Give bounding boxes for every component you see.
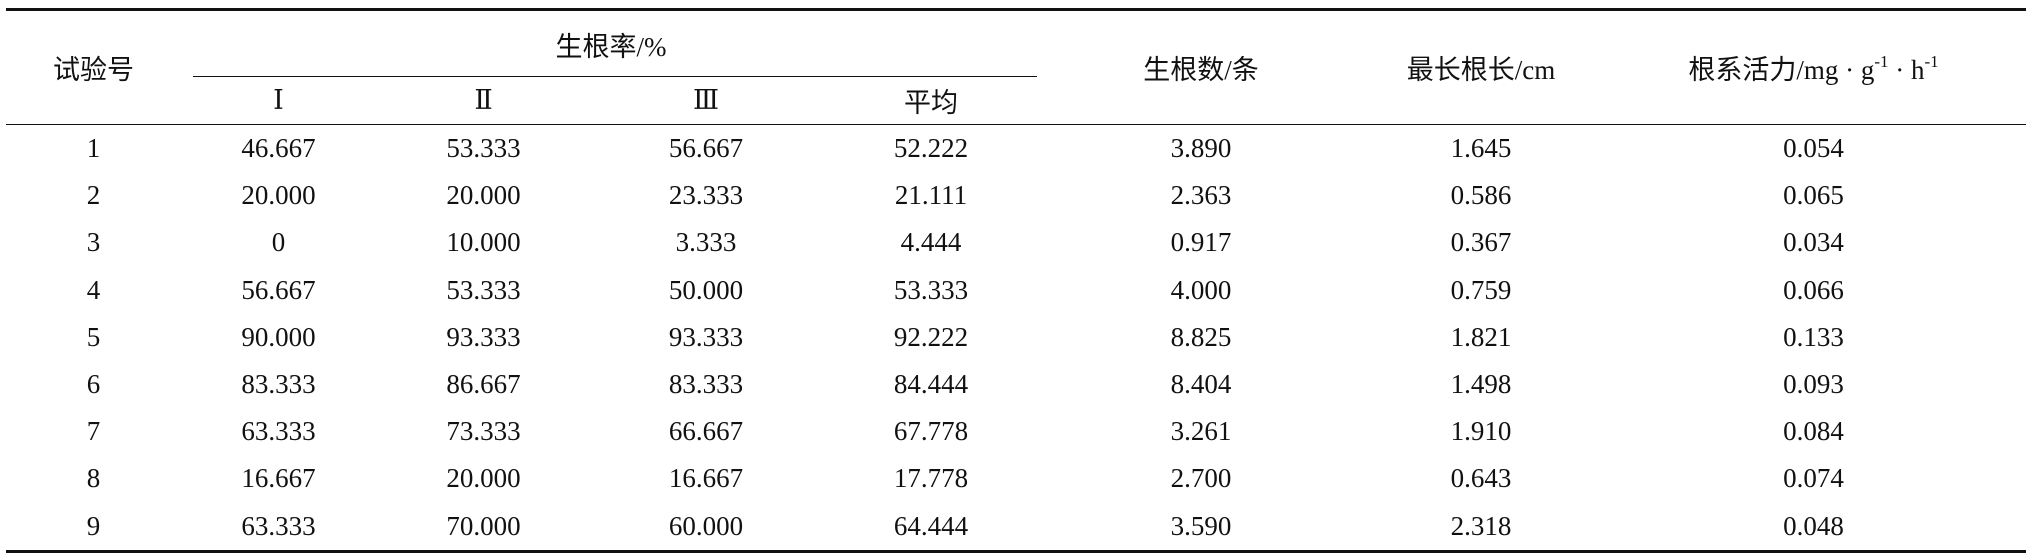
header-rep-1: Ⅰ — [181, 77, 376, 125]
cell-root-activity: 0.133 — [1783, 321, 1844, 352]
table-row: 2 20.000 20.000 23.333 21.111 2.363 0.586 0.065 — [6, 172, 2026, 219]
cell-root-count: 2.363 — [1170, 180, 1232, 211]
cell-longest-root: 2.318 — [1361, 502, 1601, 553]
table-body: 1 46.667 53.333 56.667 52.222 3.890 1.645 0.054… — [6, 125, 2026, 553]
root-activity-label: 根系活力/mg · g — [1688, 55, 1875, 85]
cell-rep-2: 20.000 — [446, 180, 521, 211]
superscript: -1 — [1924, 52, 1939, 71]
cell-rep-1: 63.333 — [241, 416, 316, 447]
cell-rep-3: 3.333 — [675, 227, 737, 258]
cell-root-count: 4.000 — [1170, 274, 1232, 305]
cell-mean: 17.778 — [893, 463, 969, 494]
table-row: 3 0 10.000 3.333 4.444 0.917 0.367 0.034 — [6, 219, 2026, 266]
cell-root-activity: 0.034 — [1783, 227, 1844, 258]
cell-longest-root: 0.643 — [1450, 463, 1512, 494]
cell-longest-root: 0.367 — [1450, 227, 1512, 258]
header-rep-3: Ⅲ — [591, 77, 821, 125]
cell-root-count: 8.404 — [1170, 369, 1232, 400]
cell-mean: 21.111 — [894, 180, 968, 211]
header-root-count: 生根数/条 — [1041, 8, 1361, 125]
cell-mean: 53.333 — [893, 274, 969, 305]
cell-trial: 9 — [6, 502, 181, 553]
cell-root-activity: 0.074 — [1783, 463, 1844, 494]
superscript: -1 — [1874, 52, 1889, 71]
cell-longest-root: 1.645 — [1450, 133, 1512, 164]
table-header: 试验号 生根率/% 生根数/条 最长根长/cm 根系活力/mg · g-1 · … — [6, 8, 2026, 125]
cell-rep-2: 93.333 — [446, 321, 521, 352]
cell-rep-3: 50.000 — [668, 274, 744, 305]
table-row: 7 63.333 73.333 66.667 67.778 3.261 1.910 0.084 — [6, 408, 2026, 455]
cell-mean: 84.444 — [893, 369, 969, 400]
cell-mean: 64.444 — [821, 502, 1041, 553]
cell-longest-root: 0.759 — [1450, 274, 1512, 305]
cell-rep-1: 16.667 — [241, 463, 316, 494]
cell-root-activity: 0.093 — [1783, 369, 1844, 400]
cell-rep-3: 66.667 — [668, 416, 744, 447]
cell-rep-2: 73.333 — [446, 416, 521, 447]
cell-rep-3: 93.333 — [668, 321, 744, 352]
cell-longest-root: 1.910 — [1450, 416, 1512, 447]
table-row: 5 90.000 93.333 93.333 92.222 8.825 1.821 0.133 — [6, 314, 2026, 361]
root-activity-label-unit: · h — [1888, 55, 1925, 85]
cell-rep-2: 20.000 — [446, 463, 521, 494]
cell-mean: 92.222 — [893, 321, 969, 352]
cell-root-activity: 0.054 — [1783, 133, 1844, 164]
cell-rep-2: 86.667 — [446, 369, 521, 400]
cell-rep-2: 53.333 — [446, 274, 521, 305]
cell-rep-1: 0 — [271, 227, 286, 258]
header-root-activity: 根系活力/mg · g-1 · h-1 — [1601, 8, 2026, 125]
table-row: 6 83.333 86.667 83.333 84.444 8.404 1.498 0.093 — [6, 361, 2026, 408]
cell-root-count: 3.590 — [1041, 502, 1361, 553]
cell-trial: 8 — [86, 463, 101, 494]
cell-rep-1: 20.000 — [241, 180, 316, 211]
group-divider — [193, 76, 1037, 77]
cell-mean: 67.778 — [893, 416, 969, 447]
cell-root-activity: 0.065 — [1783, 180, 1844, 211]
cell-longest-root: 1.821 — [1450, 321, 1512, 352]
cell-root-count: 3.261 — [1170, 416, 1232, 447]
cell-root-count: 0.917 — [1170, 227, 1232, 258]
table-row: 9 63.333 70.000 60.000 64.444 3.590 2.318 0.048 — [6, 502, 2026, 553]
cell-root-count: 8.825 — [1170, 321, 1232, 352]
cell-rep-3: 16.667 — [668, 463, 744, 494]
cell-root-count: 2.700 — [1170, 463, 1232, 494]
cell-rep-2: 70.000 — [376, 502, 591, 553]
cell-trial: 1 — [86, 133, 101, 164]
cell-longest-root: 1.498 — [1450, 369, 1512, 400]
cell-trial: 7 — [86, 416, 101, 447]
header-rooting-rate: 生根率/% — [181, 8, 1041, 77]
cell-root-activity: 0.048 — [1601, 502, 2026, 553]
cell-root-count: 3.890 — [1170, 133, 1232, 164]
cell-trial: 3 — [86, 227, 101, 258]
cell-rep-1: 90.000 — [241, 321, 316, 352]
cell-root-activity: 0.066 — [1783, 274, 1844, 305]
cell-trial: 5 — [86, 321, 101, 352]
header-trial: 试验号 — [6, 8, 181, 125]
cell-rep-3: 60.000 — [591, 502, 821, 553]
table-row: 1 46.667 53.333 56.667 52.222 3.890 1.645 0.054 — [6, 125, 2026, 173]
cell-trial: 2 — [86, 180, 101, 211]
header-mean: 平均 — [821, 77, 1041, 125]
cell-rep-3: 56.667 — [668, 133, 744, 164]
table-row: 4 56.667 53.333 50.000 53.333 4.000 0.759 0.066 — [6, 267, 2026, 314]
header-rep-2: Ⅱ — [376, 77, 591, 125]
results-table: 试验号 生根率/% 生根数/条 最长根长/cm 根系活力/mg · g-1 · … — [6, 8, 2026, 553]
cell-rep-3: 83.333 — [668, 369, 744, 400]
cell-rep-1: 83.333 — [241, 369, 316, 400]
cell-trial: 4 — [86, 274, 101, 305]
cell-rep-3: 23.333 — [668, 180, 744, 211]
cell-rep-2: 53.333 — [446, 133, 521, 164]
header-rooting-rate-label: 生根率/% — [555, 31, 667, 62]
cell-longest-root: 0.586 — [1450, 180, 1512, 211]
cell-trial: 6 — [86, 369, 101, 400]
cell-rep-1: 56.667 — [241, 274, 316, 305]
cell-root-activity: 0.084 — [1783, 416, 1844, 447]
table-row: 8 16.667 20.000 16.667 17.778 2.700 0.643 0.074 — [6, 455, 2026, 502]
cell-mean: 52.222 — [893, 133, 969, 164]
header-longest-root: 最长根长/cm — [1361, 8, 1601, 125]
cell-rep-2: 10.000 — [446, 227, 521, 258]
cell-rep-1: 46.667 — [241, 133, 316, 164]
cell-rep-1: 63.333 — [181, 502, 376, 553]
cell-mean: 4.444 — [900, 227, 962, 258]
